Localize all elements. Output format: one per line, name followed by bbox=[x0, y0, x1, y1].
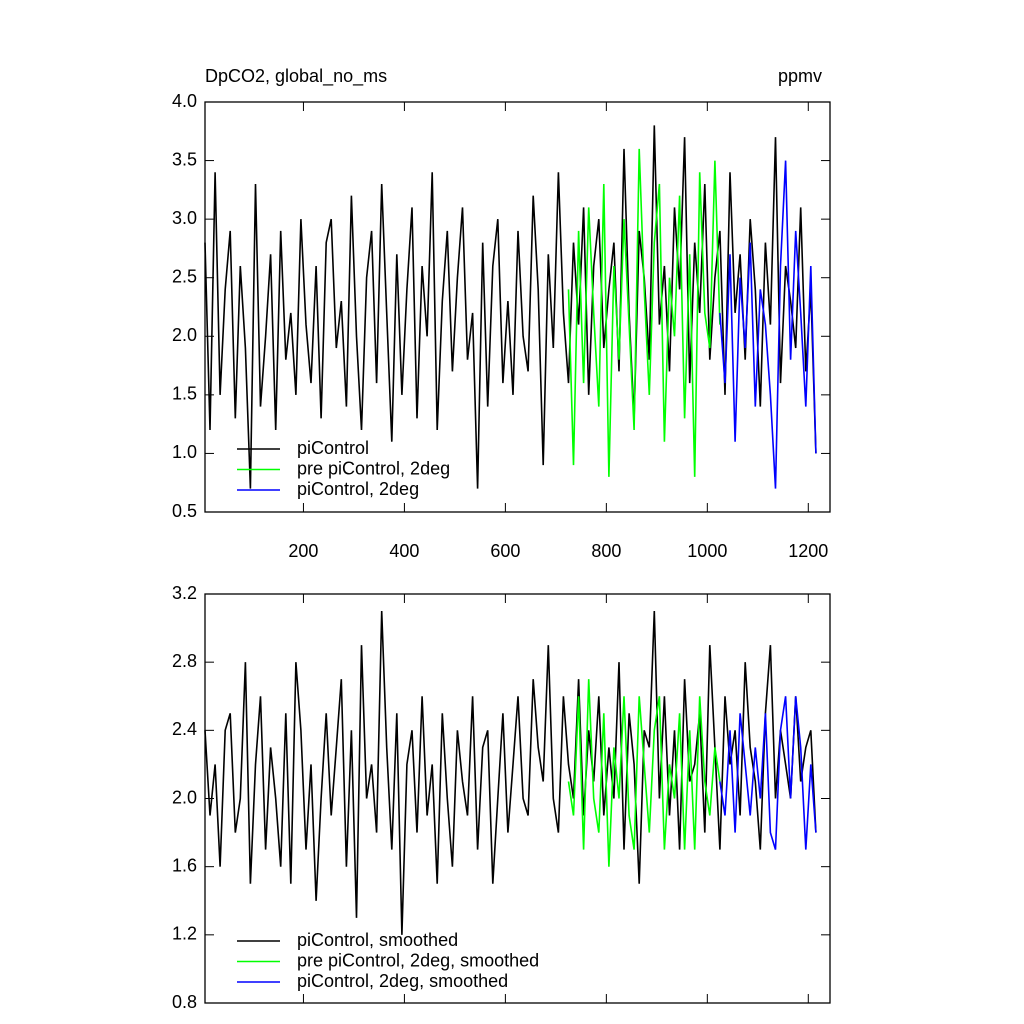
y-tick-label: 1.5 bbox=[172, 384, 197, 404]
x-tick-label: 600 bbox=[490, 541, 520, 561]
series-line bbox=[204, 125, 817, 489]
series-line bbox=[567, 148, 721, 477]
y-tick-label: 3.0 bbox=[172, 208, 197, 228]
legend-label: piControl bbox=[297, 438, 369, 458]
y-tick-label: 3.2 bbox=[172, 583, 197, 603]
legend-label: piControl, 2deg, smoothed bbox=[297, 971, 508, 991]
y-tick-label: 2.0 bbox=[172, 787, 197, 807]
x-tick-label: 1200 bbox=[788, 541, 828, 561]
legend-label: pre piControl, 2deg bbox=[297, 458, 450, 478]
series-line bbox=[719, 160, 817, 489]
legend-label: pre piControl, 2deg, smoothed bbox=[297, 950, 539, 970]
y-tick-label: 3.5 bbox=[172, 149, 197, 169]
x-tick-label: 1000 bbox=[687, 541, 727, 561]
y-tick-label: 4.0 bbox=[172, 91, 197, 111]
x-tick-label: 800 bbox=[591, 541, 621, 561]
chart-title: DpCO2, global_no_ms bbox=[205, 66, 387, 87]
x-tick-label: 400 bbox=[389, 541, 419, 561]
y-tick-label: 2.4 bbox=[172, 719, 197, 739]
series-line bbox=[567, 679, 721, 867]
y-tick-label: 1.0 bbox=[172, 442, 197, 462]
y-tick-label: 0.8 bbox=[172, 992, 197, 1012]
y-tick-label: 1.6 bbox=[172, 855, 197, 875]
y-tick-label: 2.0 bbox=[172, 325, 197, 345]
plot-frame bbox=[204, 101, 831, 513]
series-line bbox=[719, 696, 817, 850]
x-tick-label: 200 bbox=[288, 541, 318, 561]
y-tick-label: 2.5 bbox=[172, 266, 197, 286]
series-line bbox=[204, 610, 817, 935]
y-tick-label: 0.5 bbox=[172, 501, 197, 521]
y-tick-label: 1.2 bbox=[172, 924, 197, 944]
legend-label: piControl, smoothed bbox=[297, 930, 458, 950]
y-tick-label: 2.8 bbox=[172, 651, 197, 671]
legend-label: piControl, 2deg bbox=[297, 479, 419, 499]
units-label: ppmv bbox=[778, 66, 822, 86]
